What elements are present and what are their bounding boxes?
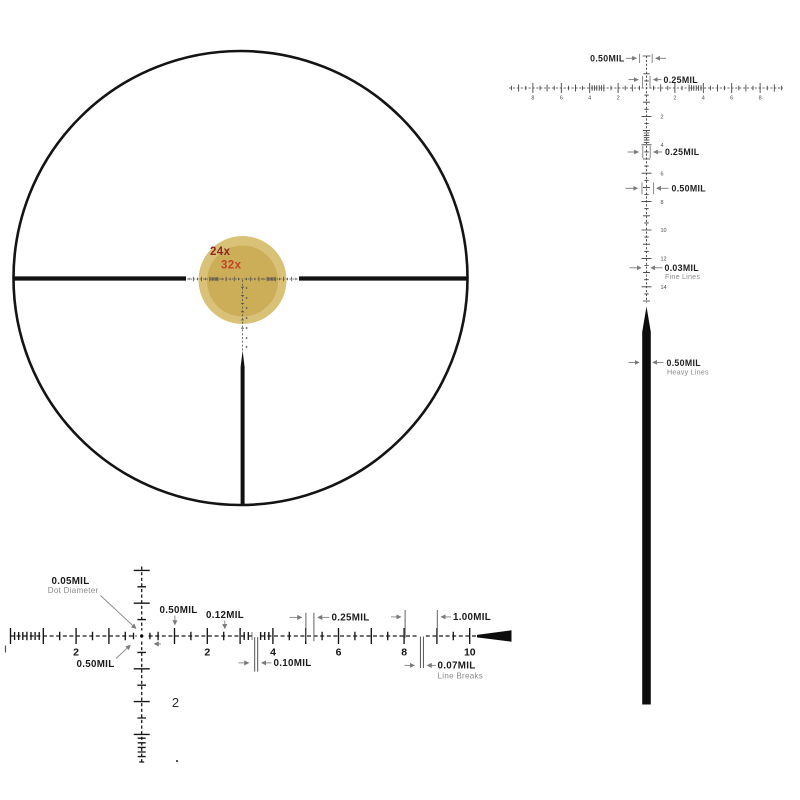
dot-diameter-caption: Dot Diameter [48, 586, 99, 595]
mil-number: 14 [661, 285, 667, 291]
fine-lines-value-label: 0.03MIL [665, 263, 700, 273]
line-break-gap [252, 629, 260, 643]
windage-half-top-label: 0.50MIL [160, 605, 198, 616]
mil-number: 6 [336, 647, 342, 659]
elevation-ruler-numbers: 8 6 4 2 2 4 6 8 [531, 96, 761, 102]
windage-annotation-arrows [100, 595, 451, 672]
mil-number: 10 [661, 228, 667, 234]
windage-gap-label: 0.10MIL [274, 658, 312, 669]
windage-down-number: 2 [172, 695, 179, 710]
mil-number: 8 [661, 200, 664, 206]
leader-to-dot [100, 595, 137, 629]
mil-number: 2 [204, 647, 210, 659]
ruler-number: 6 [730, 96, 733, 102]
line-breaks-caption: Line Breaks [438, 672, 484, 681]
windage-full-span-label: 1.00MIL [453, 612, 491, 623]
scope-view: 24x 32x [12, 49, 469, 507]
windage-dot [245, 307, 248, 309]
mil-number: 2 [73, 647, 79, 659]
heavy-bar-wedge [477, 630, 512, 642]
windage-dot [245, 337, 248, 339]
elevation-mid-span-label: 0.25MIL [665, 147, 700, 157]
magnification-24x-label: 24x [210, 246, 231, 258]
elevation-junction-span-label: 0.25MIL [664, 75, 699, 85]
heavy-lines-value-label: 0.50MIL [667, 358, 702, 368]
mil-number: 6 [661, 171, 664, 177]
elevation-tick-marks [511, 55, 782, 302]
tick-marks [188, 276, 297, 329]
ruler-number: 2 [673, 96, 676, 102]
mil-number: 4 [270, 647, 276, 659]
windage-ruler-numbers: 2 2 4 6 8 10 [73, 647, 476, 659]
scope-fine-dots [245, 287, 248, 348]
elevation-annotation-arrows [625, 53, 669, 365]
mil-number: 2 [661, 115, 664, 121]
leader-to-half-tick [115, 644, 131, 659]
elevation-heavy-post [642, 306, 651, 705]
ruler-number: 6 [560, 96, 563, 102]
elevation-down-numbers: 2 4 6 8 10 12 14 [661, 115, 667, 291]
heavy-lines-caption: Heavy Lines [667, 368, 709, 377]
windage-dot [245, 327, 248, 329]
elevation-top-span-label: 0.50MIL [590, 54, 625, 64]
windage-detail-diagram: 2 2 4 6 8 10 2 [4, 566, 512, 763]
small-stray-dot [175, 759, 179, 763]
mil-number: 8 [401, 647, 407, 659]
mil-number: 4 [661, 143, 664, 149]
scope-fine-ticks [188, 276, 297, 329]
line-break-gap [418, 629, 426, 643]
windage-dot [245, 297, 248, 299]
windage-quarter-span-label: 0.25MIL [332, 613, 370, 624]
windage-dot [245, 287, 248, 289]
mil-number: 10 [464, 647, 476, 659]
elevation-detail-diagram: 8 6 4 2 2 4 6 8 2 4 6 8 10 12 14 [509, 54, 783, 705]
tick-marks [511, 55, 782, 302]
magnification-32x-label: 32x [221, 260, 242, 272]
windage-half-left-label: 0.50MIL [76, 659, 114, 670]
mil-number: 12 [661, 257, 667, 263]
center-dot [140, 634, 144, 638]
ruler-number: 4 [702, 96, 705, 102]
ruler-number: 8 [759, 96, 762, 102]
windage-dot [245, 317, 248, 319]
fine-lines-caption: Fine Lines [665, 272, 700, 281]
dot-diameter-value-label: 0.05MIL [51, 576, 89, 587]
elevation-lower-span-label: 0.50MIL [672, 184, 707, 194]
windage-012-label: 0.12MIL [206, 610, 244, 621]
line-breaks-value-label: 0.07MIL [438, 661, 476, 672]
ruler-number: 8 [531, 96, 534, 102]
windage-dot [245, 346, 248, 348]
ruler-number: 2 [617, 96, 620, 102]
heavy-lower-post [240, 350, 245, 504]
ruler-number: 4 [588, 96, 591, 102]
